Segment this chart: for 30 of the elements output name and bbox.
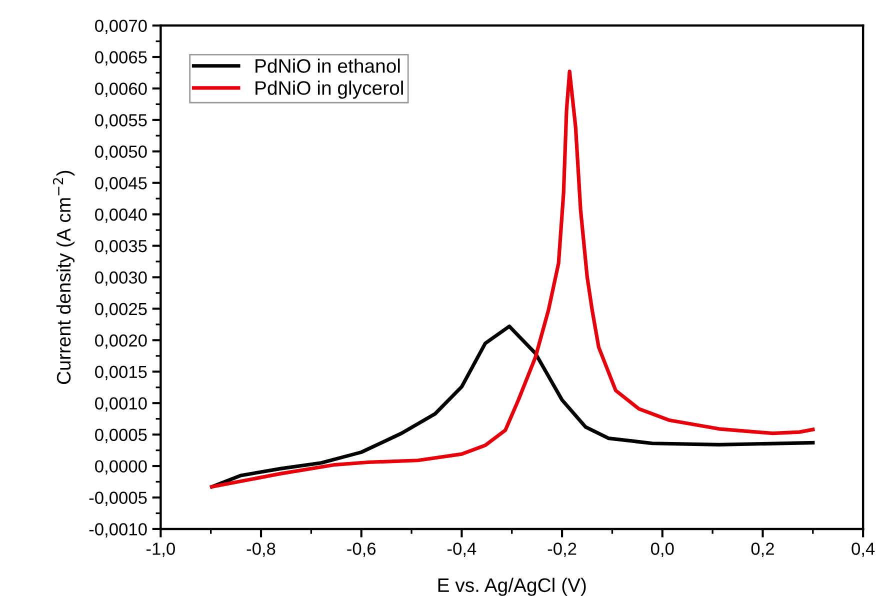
- x-tick-label: -0,8: [246, 542, 276, 557]
- y-tick-label: 0,0010: [95, 397, 147, 412]
- x-tick-label: 0,2: [751, 542, 774, 557]
- y-tick-label: 0,0050: [95, 146, 147, 160]
- x-tick-label: 0,0: [651, 542, 674, 557]
- x-tick-label: -0,4: [448, 542, 476, 557]
- y-tick-label: 0,0020: [95, 334, 147, 349]
- y-tick-label: 0,0065: [95, 51, 147, 66]
- y-tick-label: 0,0070: [95, 20, 147, 34]
- y-tick-label: 0,0045: [95, 177, 147, 192]
- legend-label: PdNiO in ethanol: [256, 58, 400, 73]
- x-tick-label: -0,2: [548, 542, 576, 557]
- y-tick-label: 0,0040: [95, 208, 147, 223]
- y-tick-label: 0,0060: [95, 82, 147, 97]
- y-tick-label: 0,0035: [95, 240, 147, 254]
- legend-label: PdNiO in glycerol: [256, 80, 403, 99]
- x-tick-label: -1,0: [146, 542, 175, 557]
- y-tick-label: 0,0025: [95, 302, 147, 318]
- y-tick-label: 0,0015: [95, 366, 147, 380]
- y-tick-label: 0,0005: [95, 428, 147, 444]
- y-tick-label: 0,0055: [95, 114, 147, 128]
- line-series: [210, 324, 815, 489]
- y-tick-label: 0,0000: [95, 460, 147, 475]
- x-axis-title: E vs. Ag/AgCl (V): [438, 578, 586, 596]
- x-tick-label: -0,6: [347, 542, 376, 557]
- y-tick-label: 0,0030: [95, 271, 147, 286]
- y-tick-label: -0,0010: [89, 523, 147, 538]
- x-tick-label: 0,4: [852, 542, 875, 557]
- y-tick-label: -0,0005: [89, 492, 147, 506]
- y-axis-title: Current density (A cm$^{−2}$): [52, 170, 75, 384]
